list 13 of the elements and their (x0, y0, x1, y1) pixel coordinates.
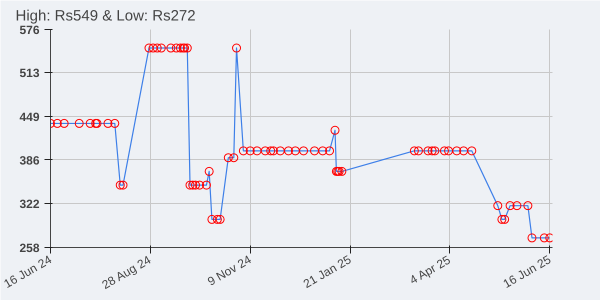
x-tick-label: 4 Apr 25 (407, 252, 454, 288)
y-tick-label: 576 (19, 23, 40, 37)
y-tick-label: 322 (19, 197, 40, 212)
y-tick-label: 513 (19, 66, 40, 80)
y-tick-label: 258 (19, 241, 40, 255)
y-tick-label: 449 (19, 110, 40, 124)
x-tick-label: 16 Jun 24 (1, 252, 54, 291)
x-tick-label: 28 Aug 24 (99, 252, 154, 292)
chart-title: High: Rs549 & Low: Rs272 (16, 8, 196, 24)
x-tick-label: 21 Jan 25 (300, 252, 354, 291)
x-tick-label: 16 Jun 25 (500, 252, 554, 291)
y-tick-label: 386 (19, 153, 40, 168)
x-tick-label: 9 Nov 24 (205, 252, 254, 289)
